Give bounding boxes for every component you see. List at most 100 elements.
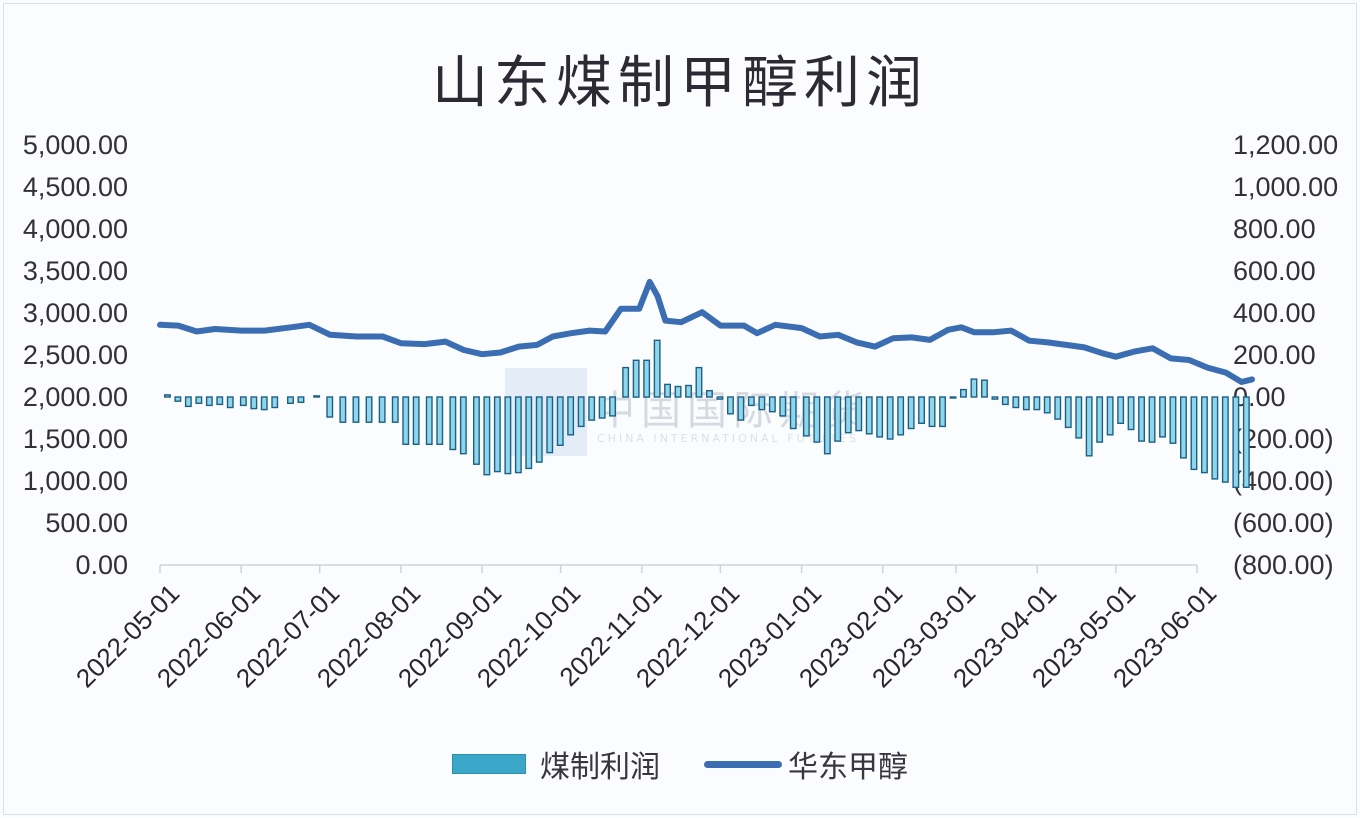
bar: [504, 396, 512, 475]
bar: [685, 384, 692, 398]
bar: [226, 396, 234, 409]
bar: [653, 339, 661, 398]
bar: [402, 396, 410, 445]
left-axis-tick: 500.00: [45, 508, 128, 538]
left-axis-tick: 1,500.00: [22, 424, 128, 454]
bar: [313, 395, 321, 398]
bar: [326, 396, 334, 418]
bar: [297, 396, 305, 404]
bar: [876, 396, 884, 438]
bar: [758, 396, 766, 411]
bar: [436, 396, 444, 445]
bar: [727, 396, 734, 415]
bar: [1085, 396, 1093, 457]
bar: [716, 396, 724, 400]
bar: [459, 396, 467, 455]
bar: [928, 396, 936, 428]
bar: [588, 396, 596, 421]
left-axis-tick: 1,000.00: [22, 466, 128, 496]
bar: [1127, 396, 1135, 431]
bar: [865, 396, 873, 435]
bar: [939, 396, 946, 428]
bar: [918, 396, 925, 424]
bar: [768, 396, 776, 413]
left-axis-tick: 3,000.00: [22, 298, 128, 328]
left-axis-tick: 4,000.00: [22, 214, 128, 244]
bar: [1148, 396, 1156, 443]
bar: [525, 396, 533, 470]
bar: [473, 396, 480, 465]
bar: [1179, 396, 1187, 459]
legend: 煤制利润 华东甲醇: [452, 742, 908, 786]
bar: [664, 383, 671, 398]
left-axis-tick: 3,500.00: [22, 256, 128, 286]
bar-series-coal-profit: [163, 339, 1250, 489]
right-axis-tick: (800.00): [1233, 550, 1334, 580]
bar: [802, 396, 810, 437]
x-axis-tick-marks: [159, 565, 1198, 573]
bar: [598, 396, 606, 419]
bar: [174, 396, 182, 402]
bar: [632, 359, 640, 398]
bar: [391, 396, 399, 423]
bar: [339, 396, 347, 423]
bar: [643, 359, 651, 398]
bar: [514, 396, 522, 474]
bar: [813, 396, 821, 443]
bar: [287, 396, 294, 405]
bar: [365, 396, 373, 423]
bar: [1033, 396, 1041, 411]
bar: [844, 396, 852, 434]
bar: [1096, 396, 1104, 443]
bar: [1106, 396, 1114, 436]
bar: [1138, 396, 1146, 442]
bar: [747, 396, 755, 407]
left-axis-tick: 0.00: [75, 550, 128, 580]
bar: [567, 396, 575, 436]
legend-line-swatch-icon: [704, 760, 782, 768]
bar: [449, 396, 457, 451]
bar: [205, 396, 213, 407]
bar: [1159, 396, 1167, 438]
bar: [239, 396, 247, 407]
right-axis-tick: 0.00: [1233, 382, 1286, 412]
right-axis-tick: (600.00): [1233, 508, 1334, 538]
legend-bar-swatch-icon: [452, 754, 526, 774]
right-axis-tick: 1,200.00: [1233, 130, 1339, 160]
bar: [855, 396, 863, 432]
bar: [823, 396, 831, 455]
bar: [981, 379, 988, 398]
bar: [1232, 396, 1240, 489]
bar: [546, 396, 554, 454]
bar: [960, 388, 967, 398]
bar: [886, 396, 894, 440]
bar: [737, 396, 745, 421]
bar: [1012, 396, 1020, 409]
legend-label-coal-profit: 煤制利润: [540, 750, 660, 785]
right-axis-tick: 1,000.00: [1233, 172, 1339, 202]
left-axis-tick: 5,000.00: [22, 130, 128, 160]
bar: [535, 396, 543, 463]
bar: [425, 396, 433, 445]
bar: [897, 396, 905, 436]
bar: [674, 385, 682, 398]
bar: [1117, 396, 1125, 424]
right-axis-tick: 600.00: [1233, 256, 1316, 286]
chart-title: 山东煤制甲醇利润: [432, 51, 928, 116]
bar: [1169, 396, 1177, 444]
bar: [352, 396, 360, 423]
left-axis-tick: 4,500.00: [22, 172, 128, 202]
bar: [907, 396, 915, 430]
watermark-subtext: CHINA INTERNATIONAL FUTURES: [597, 432, 859, 445]
bar: [483, 396, 491, 476]
bar: [184, 396, 192, 408]
bar: [1054, 396, 1062, 420]
right-axis-tick: 800.00: [1233, 214, 1316, 244]
bar: [1064, 396, 1072, 429]
bar: [1022, 396, 1030, 411]
bar: [834, 396, 842, 442]
bar: [493, 396, 501, 473]
bar: [1200, 396, 1208, 474]
bar: [250, 396, 258, 410]
bar: [577, 396, 585, 428]
